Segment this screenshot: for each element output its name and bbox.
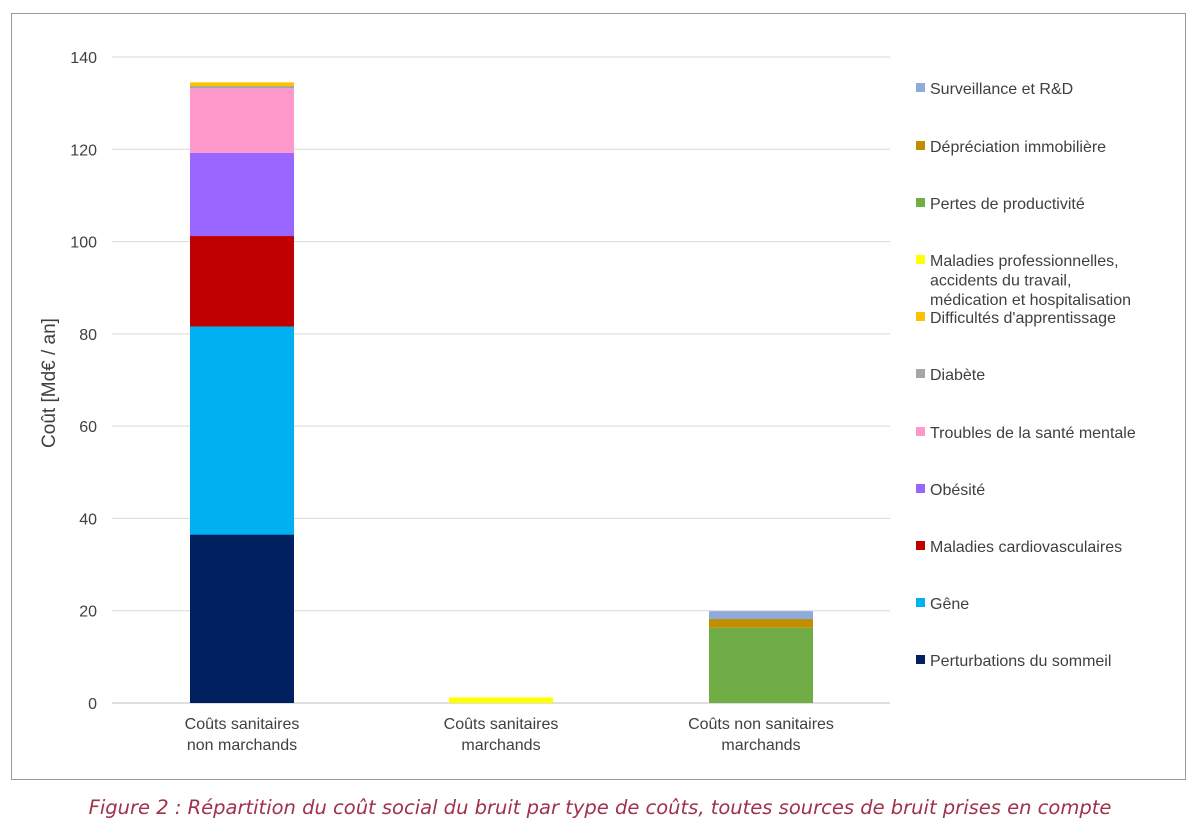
- legend-swatch-maladies-cardiovasculaires: [916, 541, 925, 550]
- legend-swatch-troubles-de-la-sante-mentale: [916, 427, 925, 436]
- legend-swatch-depreciation-immobiliere: [916, 141, 925, 150]
- legend-label: Troubles de la santé mentale: [930, 425, 1136, 442]
- legend-label: Diabète: [930, 367, 985, 384]
- figure-caption: Figure 2 : Répartition du coût social du…: [88, 796, 1112, 819]
- bar-segment-maladies-cardiovasculaires: [190, 236, 294, 327]
- y-tick-label: 0: [88, 696, 97, 713]
- legend-swatch-maladies-professionnelles-accidents-du-travail-medication-et-hospitalisation: [916, 255, 925, 264]
- legend-swatch-obesite: [916, 484, 925, 493]
- legend-label: accidents du travail,: [930, 273, 1071, 290]
- y-axis-title: Coût [Md€ / an]: [39, 318, 60, 448]
- bar-segment-maladies-professionnelles-accidents-du-travail-medication-et-hospitalisation: [449, 697, 553, 703]
- bar-segment-troubles-de-la-sante-mentale: [190, 88, 294, 153]
- y-tick-label: 80: [79, 327, 97, 344]
- y-tick-label: 120: [70, 142, 97, 159]
- legend-label: Obésité: [930, 482, 985, 499]
- y-tick-label: 60: [79, 419, 97, 436]
- legend-label: Perturbations du sommeil: [930, 653, 1111, 670]
- bar-segment-surveillance-et-r-d: [709, 611, 813, 620]
- legend-swatch-difficultes-d-apprentissage: [916, 312, 925, 321]
- legend-swatch-gene: [916, 598, 925, 607]
- legend-label: Difficultés d'apprentissage: [930, 310, 1116, 327]
- bar-segment-difficultes-d-apprentissage: [190, 82, 294, 87]
- legend-swatch-perturbations-du-sommeil: [916, 655, 925, 664]
- legend-swatch-pertes-de-productivite: [916, 198, 925, 207]
- legend-label: Pertes de productivité: [930, 196, 1085, 213]
- legend-label: Surveillance et R&D: [930, 81, 1073, 98]
- x-category-label: Coûts sanitaires: [444, 716, 559, 733]
- legend-label: Maladies professionnelles,: [930, 253, 1119, 270]
- x-category-label: marchands: [721, 737, 800, 754]
- y-tick-label: 40: [79, 511, 97, 528]
- bar-segment-depreciation-immobiliere: [709, 619, 813, 628]
- x-category-label: marchands: [461, 737, 540, 754]
- stacked-bar-chart: 0 20 40 60 80 100 120 140 Coût [Md€ / an] Coûts s…: [39, 50, 1136, 754]
- x-category-label: non marchands: [187, 737, 297, 754]
- x-category-label: Coûts sanitaires: [185, 716, 300, 733]
- legend-label: médication et hospitalisation: [930, 292, 1131, 309]
- y-tick-label: 100: [70, 235, 97, 252]
- bar-segment-obesite: [190, 152, 294, 237]
- legend-label: Gêne: [930, 596, 969, 613]
- x-category-label: Coûts non sanitaires: [688, 716, 834, 733]
- legend-swatch-surveillance-et-r-d: [916, 83, 925, 92]
- legend-label: Maladies cardiovasculaires: [930, 539, 1122, 556]
- legend-label: Dépréciation immobilière: [930, 139, 1106, 156]
- legend-swatch-diabete: [916, 369, 925, 378]
- bar-segment-gene: [190, 326, 294, 535]
- bar-segment-diabete: [190, 86, 294, 89]
- y-tick-label: 20: [79, 604, 97, 621]
- bar-segment-pertes-de-productivite: [709, 627, 813, 703]
- bar-segment-perturbations-du-sommeil: [190, 534, 294, 703]
- y-tick-label: 140: [70, 50, 97, 67]
